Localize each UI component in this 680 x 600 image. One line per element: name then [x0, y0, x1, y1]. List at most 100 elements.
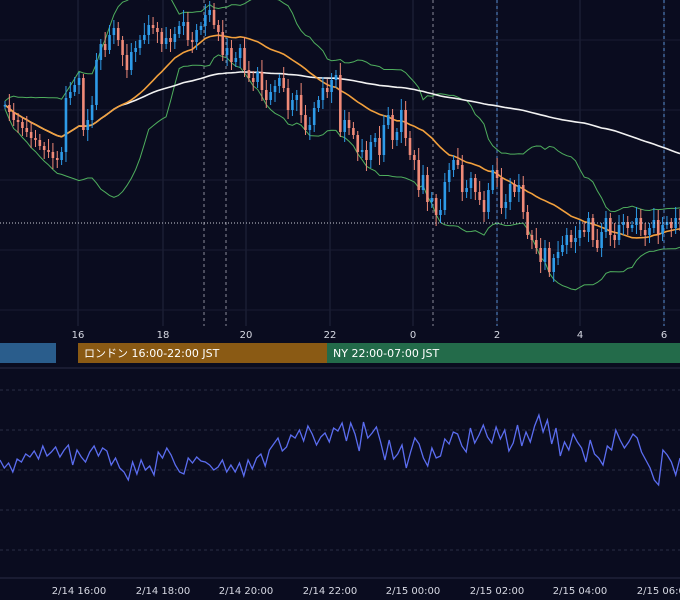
- candle-body-130: [569, 235, 573, 242]
- candle-body-31: [138, 40, 142, 48]
- candle-body-120: [526, 212, 529, 235]
- candle-body-71: [312, 108, 316, 125]
- candle-body-153: [669, 222, 673, 228]
- price-x-tick-label-2: 20: [240, 330, 253, 341]
- candle-body-106: [465, 188, 468, 192]
- candle-body-67: [295, 95, 299, 100]
- candle-body-142: [622, 222, 625, 225]
- candle-body-60: [264, 90, 268, 100]
- candle-body-82: [360, 150, 364, 152]
- candle-body-115: [504, 202, 508, 208]
- candle-body-1: [8, 105, 11, 112]
- candle-body-131: [574, 238, 577, 242]
- candle-body-140: [613, 235, 616, 240]
- osc-x-tick-label-4: 2/15 00:00: [386, 586, 440, 597]
- candle-body-101: [443, 182, 447, 210]
- candle-body-102: [447, 170, 451, 182]
- candle-body-18: [82, 78, 85, 130]
- candle-body-100: [439, 210, 442, 215]
- candle-body-53: [234, 58, 238, 62]
- candle-body-37: [164, 38, 168, 44]
- candle-body-51: [225, 48, 229, 55]
- candle-body-119: [521, 185, 525, 212]
- candle-body-92: [404, 110, 407, 138]
- candle-body-141: [617, 225, 621, 240]
- candle-body-42: [186, 22, 190, 40]
- candle-body-3: [16, 120, 20, 122]
- candle-body-95: [417, 160, 421, 190]
- candle-body-65: [286, 88, 290, 110]
- candle-body-74: [325, 88, 329, 92]
- candle-body-138: [604, 218, 608, 232]
- candle-body-75: [330, 80, 333, 92]
- candle-body-6: [29, 132, 33, 138]
- candle-body-20: [90, 105, 94, 120]
- candle-body-81: [356, 135, 360, 152]
- candle-body-116: [508, 184, 512, 202]
- candle-body-70: [308, 125, 312, 130]
- candle-body-62: [273, 86, 277, 92]
- price-x-tick-label-7: 6: [661, 330, 667, 341]
- candle-body-108: [474, 178, 477, 192]
- candle-body-87: [382, 125, 386, 155]
- session-label-2: NY 22:00-07:00 JST: [333, 347, 440, 360]
- candle-body-124: [543, 248, 547, 262]
- candle-body-79: [347, 120, 351, 128]
- candle-body-0: [3, 105, 7, 107]
- candle-body-129: [565, 235, 569, 245]
- candle-body-40: [177, 26, 181, 34]
- candle-body-7: [34, 138, 37, 140]
- candle-body-59: [260, 72, 264, 90]
- osc-x-tick-label-6: 2/15 04:00: [553, 586, 607, 597]
- price-x-tick-label-0: 16: [72, 330, 85, 341]
- candle-body-54: [238, 48, 242, 58]
- candle-body-36: [160, 32, 164, 44]
- candle-body-48: [212, 10, 216, 25]
- candle-body-145: [635, 218, 638, 225]
- candle-body-72: [317, 100, 320, 108]
- candle-body-76: [334, 75, 338, 80]
- osc-x-tick-label-5: 2/15 02:00: [470, 586, 524, 597]
- candle-body-12: [55, 158, 59, 160]
- candle-body-16: [73, 85, 76, 92]
- session-bar-2: [327, 343, 680, 363]
- candle-body-94: [413, 155, 416, 160]
- candle-body-66: [291, 100, 294, 110]
- bollinger-upper-line: [4, 0, 680, 213]
- candle-body-139: [609, 218, 612, 235]
- candle-body-64: [282, 78, 286, 88]
- candle-body-149: [652, 220, 656, 228]
- candle-body-15: [69, 92, 72, 98]
- candle-body-88: [386, 115, 390, 125]
- candle-body-13: [60, 152, 63, 160]
- candle-body-5: [25, 128, 29, 132]
- price-x-tick-label-6: 4: [577, 330, 583, 341]
- candle-body-33: [147, 25, 151, 35]
- candle-body-38: [169, 38, 172, 42]
- price-x-tick-label-3: 22: [324, 330, 337, 341]
- candle-body-134: [587, 218, 590, 232]
- candle-body-19: [86, 120, 90, 130]
- candle-body-83: [365, 150, 368, 160]
- candle-body-135: [591, 218, 595, 240]
- candle-body-77: [339, 75, 342, 132]
- price-x-tick-label-4: 0: [410, 330, 416, 341]
- candle-body-91: [399, 110, 403, 132]
- candle-body-63: [278, 78, 281, 86]
- candle-body-43: [190, 40, 194, 42]
- candle-body-2: [12, 112, 16, 120]
- candle-body-10: [47, 150, 50, 152]
- candle-body-99: [434, 198, 438, 215]
- candle-body-105: [460, 165, 464, 192]
- candle-body-61: [269, 92, 272, 100]
- candle-body-109: [478, 192, 481, 200]
- candle-body-89: [391, 115, 394, 140]
- candle-body-44: [195, 30, 198, 42]
- candle-body-123: [539, 248, 542, 262]
- ma-short-line: [4, 34, 680, 239]
- candle-body-80: [352, 128, 355, 135]
- candle-body-4: [21, 122, 24, 128]
- candle-body-146: [639, 218, 643, 230]
- candle-body-35: [156, 28, 159, 32]
